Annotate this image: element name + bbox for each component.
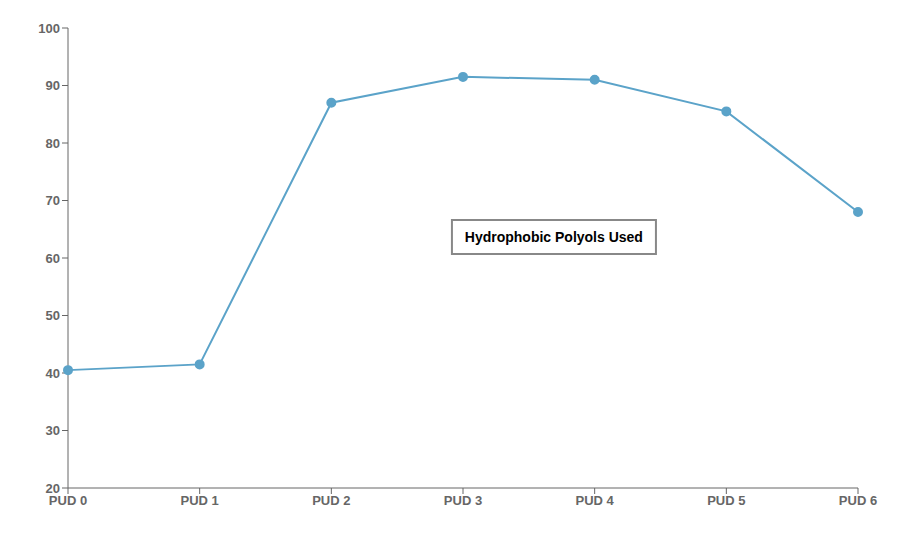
svg-text:30: 30 [46, 423, 60, 438]
svg-text:100: 100 [38, 21, 60, 36]
svg-text:40: 40 [46, 366, 60, 381]
svg-text:60: 60 [46, 251, 60, 266]
svg-text:PUD 0: PUD 0 [48, 493, 88, 509]
svg-text:20: 20 [46, 481, 60, 496]
svg-text:PUD 4: PUD 4 [576, 493, 615, 508]
svg-text:80: 80 [46, 136, 60, 151]
svg-text:PUD 2: PUD 2 [312, 493, 350, 508]
svg-text:PUD 6: PUD 6 [839, 493, 877, 508]
svg-text:70: 70 [46, 193, 60, 208]
svg-text:PUD 5: PUD 5 [707, 493, 745, 508]
svg-text:50: 50 [46, 308, 60, 323]
svg-text:90: 90 [46, 78, 60, 93]
svg-text:PUD 1: PUD 1 [181, 493, 219, 508]
svg-text:PUD 3: PUD 3 [444, 493, 482, 508]
html-text:Hydrophobic Polyols Used: Hydrophobic Polyols Used [464, 229, 643, 246]
